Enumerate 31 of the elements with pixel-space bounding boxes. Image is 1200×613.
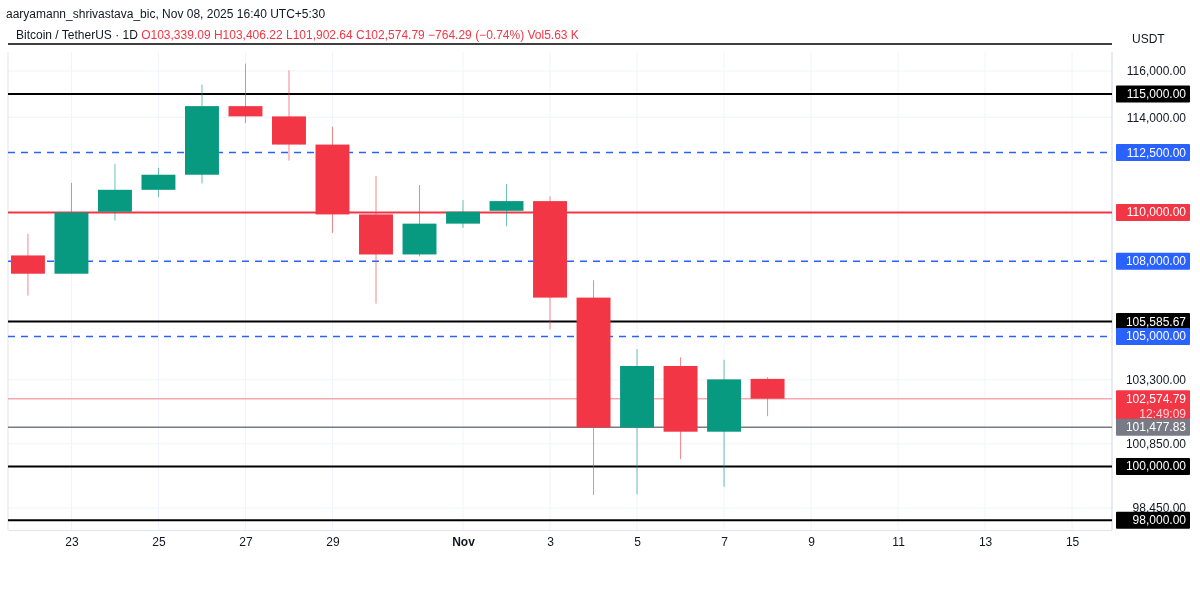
- y-tick-label: 114,000.00: [1126, 110, 1187, 125]
- ref-line-label: 105,000.00: [1125, 329, 1187, 344]
- x-tick-label: 11: [892, 535, 906, 550]
- x-tick-label: 7: [721, 535, 729, 550]
- ref-line-label: 115,000.00: [1126, 87, 1187, 102]
- ref-line-label: 102,574.79 12:49:09: [1125, 391, 1187, 421]
- ref-line-label: 105,585.67: [1125, 314, 1187, 329]
- x-tick-label: 9: [808, 535, 816, 550]
- y-tick-label: 103,300.00: [1125, 373, 1187, 388]
- y-axis-title: USDT: [1132, 32, 1166, 46]
- x-tick-label: 23: [65, 535, 79, 550]
- x-tick-label: 3: [547, 535, 555, 550]
- ref-line-label: 108,000.00: [1125, 254, 1187, 269]
- ref-line-label: 100,000.00: [1125, 459, 1187, 474]
- y-tick-label: 100,850.00: [1125, 437, 1187, 452]
- ref-line-label: 98,000.00: [1132, 513, 1187, 528]
- x-tick-label: 29: [326, 535, 340, 550]
- x-tick-label: 13: [978, 535, 993, 550]
- ref-line-label: 101,477.83: [1125, 420, 1187, 435]
- x-tick-label: 25: [152, 535, 166, 550]
- y-tick-label: 116,000.00: [1126, 64, 1187, 79]
- ref-line-label: 110,000.00: [1126, 205, 1187, 220]
- chart-title: Bitcoin / TetherUS · 1D: [16, 28, 142, 42]
- chart-subtitle: O103,339.09 H103,406.22 L101,902.64 C102,574.79 −764.29 (−0.74%) Vol5.63 K: [141, 28, 579, 42]
- x-tick-label: 27: [239, 535, 253, 550]
- ref-line-label: 112,500.00: [1126, 145, 1187, 160]
- y-tick-label: 98,450.00: [1132, 501, 1187, 516]
- text: aaryamann_shrivastava_bic, Nov 08, 2025 16:40 UTC+5:30: [6, 7, 326, 21]
- x-tick-label: 15: [1065, 535, 1080, 550]
- x-tick-label: 5: [634, 535, 642, 550]
- x-tick-label: Nov: [452, 535, 476, 550]
